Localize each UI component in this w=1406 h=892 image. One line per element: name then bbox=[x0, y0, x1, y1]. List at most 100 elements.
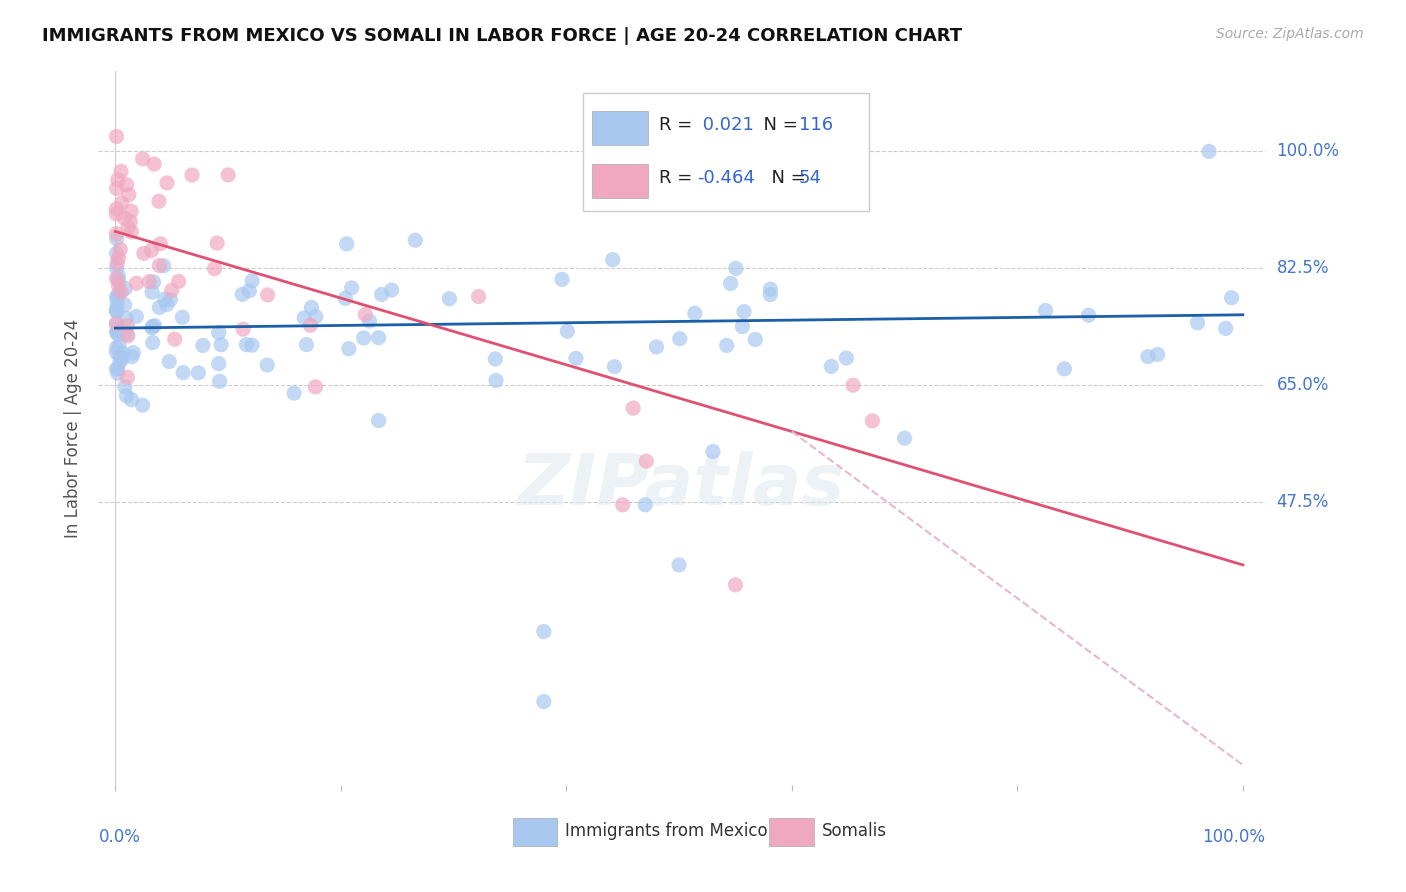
Point bbox=[107, 367, 129, 381]
Point bbox=[105, 303, 128, 318]
Point bbox=[105, 324, 128, 338]
Point bbox=[105, 317, 128, 331]
Point bbox=[669, 332, 692, 346]
Point bbox=[668, 558, 690, 572]
Point bbox=[191, 338, 214, 352]
Point bbox=[121, 225, 143, 239]
Point bbox=[120, 204, 142, 219]
Point bbox=[117, 318, 139, 333]
Point bbox=[107, 274, 129, 288]
Point bbox=[533, 695, 555, 709]
Point bbox=[208, 374, 231, 388]
Text: 82.5%: 82.5% bbox=[1277, 259, 1329, 277]
Text: -0.464: -0.464 bbox=[697, 169, 755, 187]
Point bbox=[893, 431, 915, 445]
Point bbox=[105, 256, 128, 270]
Point bbox=[105, 227, 128, 241]
Point bbox=[107, 268, 129, 283]
Point bbox=[283, 386, 305, 401]
Point bbox=[114, 281, 136, 295]
Point bbox=[232, 322, 254, 336]
Point bbox=[107, 278, 129, 293]
Point bbox=[156, 176, 179, 190]
Point bbox=[292, 310, 315, 325]
Point bbox=[105, 345, 128, 359]
Point bbox=[217, 168, 239, 182]
Point bbox=[105, 207, 128, 221]
Point bbox=[860, 414, 883, 428]
Text: IMMIGRANTS FROM MEXICO VS SOMALI IN LABOR FORCE | AGE 20-24 CORRELATION CHART: IMMIGRANTS FROM MEXICO VS SOMALI IN LABO… bbox=[42, 27, 962, 45]
Point bbox=[105, 246, 128, 260]
Point bbox=[156, 298, 179, 312]
Point bbox=[1187, 316, 1209, 330]
Point bbox=[1035, 303, 1057, 318]
Point bbox=[172, 366, 194, 380]
Point bbox=[107, 361, 129, 376]
Point bbox=[157, 354, 180, 368]
Point bbox=[759, 287, 782, 301]
Point bbox=[107, 325, 129, 339]
Text: Somalis: Somalis bbox=[823, 822, 887, 840]
Point bbox=[131, 398, 153, 412]
Point bbox=[820, 359, 842, 374]
Point bbox=[105, 325, 128, 339]
Text: 47.5%: 47.5% bbox=[1277, 492, 1329, 510]
Point bbox=[1220, 291, 1243, 305]
Point bbox=[105, 303, 128, 318]
FancyBboxPatch shape bbox=[582, 93, 869, 211]
Point bbox=[115, 327, 138, 342]
Text: Immigrants from Mexico: Immigrants from Mexico bbox=[565, 822, 768, 840]
Point bbox=[336, 236, 359, 251]
Point bbox=[105, 260, 128, 275]
Point bbox=[551, 272, 574, 286]
Point bbox=[205, 236, 228, 251]
Point bbox=[159, 293, 181, 307]
Point bbox=[121, 350, 143, 364]
Point bbox=[842, 378, 865, 392]
Point bbox=[370, 287, 392, 301]
Text: 65.0%: 65.0% bbox=[1277, 376, 1329, 393]
Point bbox=[1077, 308, 1099, 322]
Point bbox=[142, 275, 165, 289]
Point bbox=[122, 345, 145, 359]
Point bbox=[238, 284, 260, 298]
Point bbox=[167, 274, 190, 288]
Point bbox=[110, 164, 132, 178]
Point bbox=[612, 498, 634, 512]
Point bbox=[720, 277, 742, 291]
Point bbox=[110, 243, 132, 257]
Point bbox=[367, 331, 389, 345]
Text: 116: 116 bbox=[799, 116, 832, 134]
Point bbox=[108, 339, 131, 353]
Point bbox=[112, 211, 135, 225]
Point bbox=[141, 285, 163, 300]
FancyBboxPatch shape bbox=[513, 819, 557, 846]
Point bbox=[299, 318, 322, 333]
Point bbox=[337, 342, 360, 356]
Point bbox=[105, 202, 128, 216]
Point bbox=[295, 337, 318, 351]
Point bbox=[108, 349, 131, 363]
Point bbox=[105, 290, 128, 304]
Point bbox=[105, 304, 128, 318]
Point bbox=[142, 335, 165, 350]
Point bbox=[335, 291, 357, 305]
Point bbox=[404, 233, 426, 247]
Point bbox=[724, 261, 747, 276]
Point bbox=[172, 310, 194, 325]
Point bbox=[160, 284, 183, 298]
Text: N =: N = bbox=[761, 169, 811, 187]
Point bbox=[354, 308, 377, 322]
Point bbox=[209, 337, 232, 351]
Point bbox=[105, 181, 128, 195]
Point bbox=[105, 316, 128, 330]
Point bbox=[105, 341, 128, 355]
Text: R =: R = bbox=[658, 116, 697, 134]
Text: Source: ZipAtlas.com: Source: ZipAtlas.com bbox=[1216, 27, 1364, 41]
Point bbox=[117, 220, 139, 235]
Point bbox=[1136, 350, 1159, 364]
Point bbox=[208, 357, 231, 371]
Point bbox=[121, 392, 143, 407]
Point bbox=[636, 454, 658, 468]
Point bbox=[111, 351, 134, 366]
